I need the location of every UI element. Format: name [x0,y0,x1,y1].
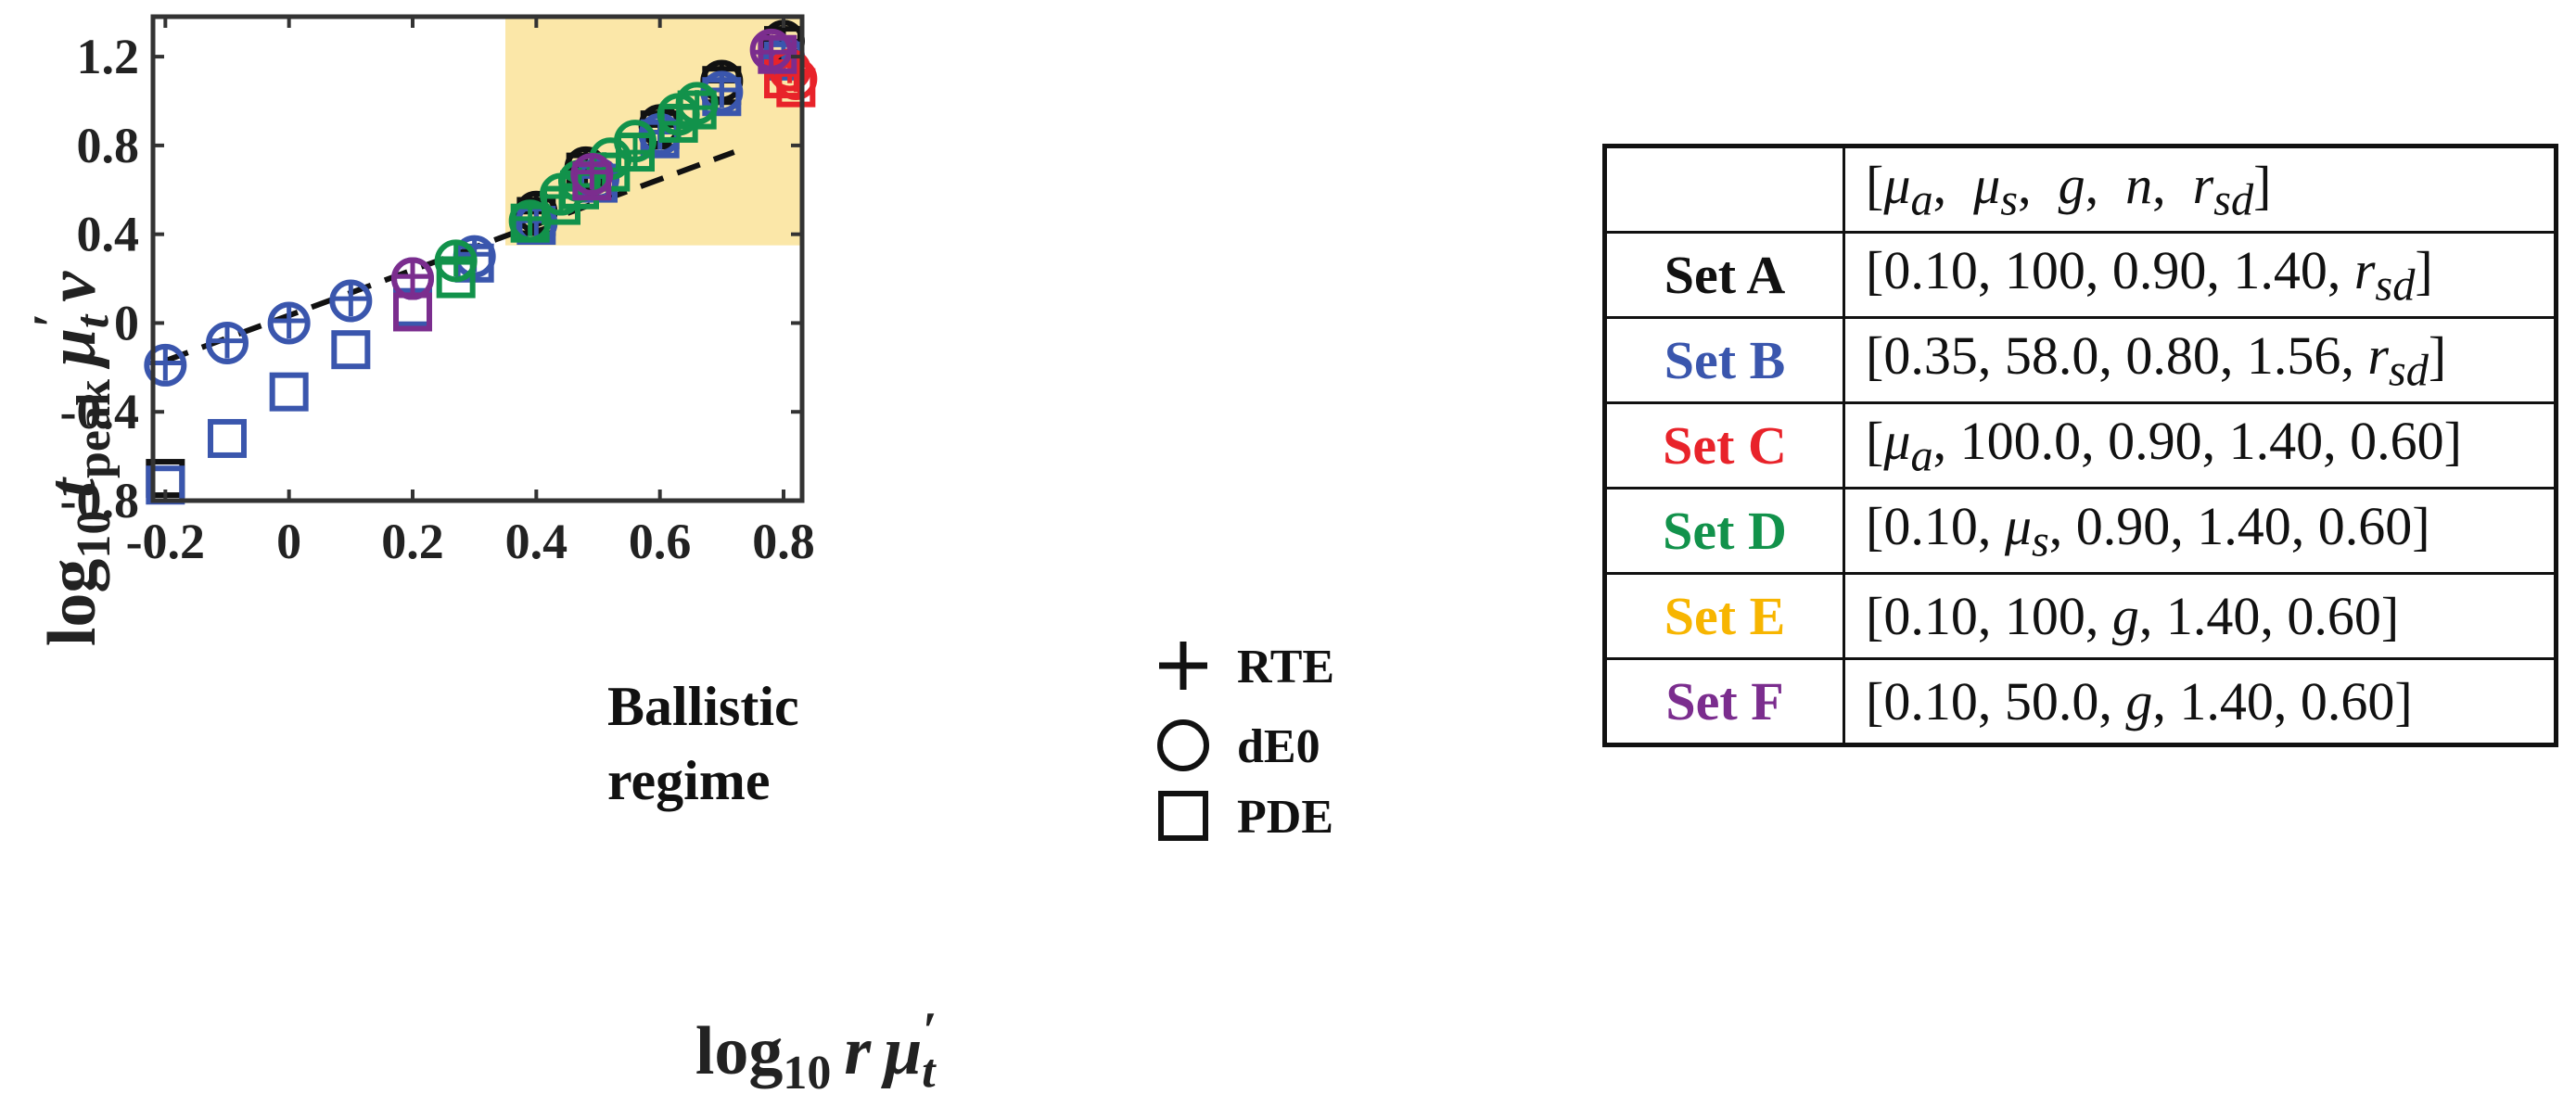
table-set-name: Set D [1603,487,1845,575]
series-set-f [391,28,797,332]
rte-marker [333,281,369,317]
rte-marker [618,134,653,171]
legend-label-de0: dE0 [1237,720,1320,773]
table-row: Set E [0.10, 100, g, 1.40, 0.60] [1603,572,2557,660]
annotation-ballistic: Ballistic [607,676,799,737]
x-tick-label: -0.2 [126,514,205,569]
rte-marker [574,154,610,190]
legend-circle-icon [1157,719,1209,771]
reference-line [164,149,735,363]
y-tick-label: -0.4 [60,384,139,439]
pde-marker [208,418,247,458]
table-set-value: [0.10, 100, 0.90, 1.40, rsd] [1843,231,2557,319]
table-row: Set B [0.35, 58.0, 0.80, 1.56, rsd] [1603,316,2557,404]
y-axis-ticks: -0.8 -0.4 0 0.4 0.8 1.2 [60,29,802,528]
x-axis-ticks: -0.2 0 0.2 0.4 0.6 0.8 [126,17,815,569]
rte-marker [210,323,245,359]
rte-marker [271,303,307,339]
x-tick-label: 0.4 [505,514,568,569]
x-tick-label: 0 [276,514,301,569]
table-set-name: Set B [1603,316,1845,404]
rte-marker [395,259,430,295]
table-set-value: [μa, 100.0, 0.90, 1.40, 0.60] [1843,401,2557,490]
table-row: Set D [0.10, μs, 0.90, 1.40, 0.60] [1603,487,2557,575]
rte-marker [679,90,715,126]
x-tick-label: 0.6 [629,514,692,569]
table-set-name: Set F [1603,657,1845,746]
pde-marker [331,330,371,370]
rte-marker [660,105,696,141]
x-tick-label: 0.8 [752,514,815,569]
annotation-regime: regime [607,750,770,811]
legend-plus-icon [1159,642,1207,690]
table-header-params: [μa, μs, g, n, rsd] [1843,145,2557,234]
table-set-value: [0.35, 58.0, 0.80, 1.56, rsd] [1843,316,2557,404]
rte-marker [438,241,474,276]
y-tick-label: 0 [114,295,139,350]
table-set-value: [0.10, 100, g, 1.40, 0.60] [1843,572,2557,660]
plot-border [150,14,805,503]
table-set-value: [0.10, 50.0, g, 1.40, 0.60] [1843,657,2557,746]
rte-marker [512,200,548,236]
table-set-name: Set E [1603,572,1845,660]
table-row: Set F [0.10, 50.0, g, 1.40, 0.60] [1603,657,2557,746]
y-tick-label: -0.8 [60,473,139,528]
y-tick-label: 0.8 [77,118,140,173]
table-header-empty [1603,145,1845,234]
table-set-value: [0.10, μs, 0.90, 1.40, 0.60] [1843,487,2557,575]
table-header-row: [μa, μs, g, n, rsd] [1603,145,2557,234]
y-tick-label: 0.4 [77,207,140,262]
pde-marker [269,372,309,412]
table-row: Set A [0.10, 100, 0.90, 1.40, rsd] [1603,231,2557,319]
parameter-table: [μa, μs, g, n, rsd] Set A [0.10, 100, 0.… [1602,144,2558,747]
table-row: Set C [μa, 100.0, 0.90, 1.40, 0.60] [1603,401,2557,490]
data-markers [144,19,818,505]
plot-frame [150,14,805,503]
x-tick-label: 0.2 [381,514,444,569]
rte-marker [753,34,789,70]
dashed-fit-line [164,149,735,363]
legend-square-icon [1158,791,1208,841]
y-axis-label: log10tpeakμ′tv [23,271,121,646]
y-tick-label: 1.2 [77,29,140,84]
legend-label-pde: PDE [1237,791,1333,844]
table-set-name: Set C [1603,401,1845,490]
table-set-name: Set A [1603,231,1845,319]
x-axis-label: log10 r μ′ t [695,1002,937,1100]
legend-label-rte: RTE [1237,641,1334,693]
legend: RTE dE0 PDE [1157,641,1334,844]
scatter-chart: -0.2 0 0.2 0.4 0.6 0.8 -0.8 -0.4 0 0.4 0.8 1.2 log… [23,14,1334,1100]
